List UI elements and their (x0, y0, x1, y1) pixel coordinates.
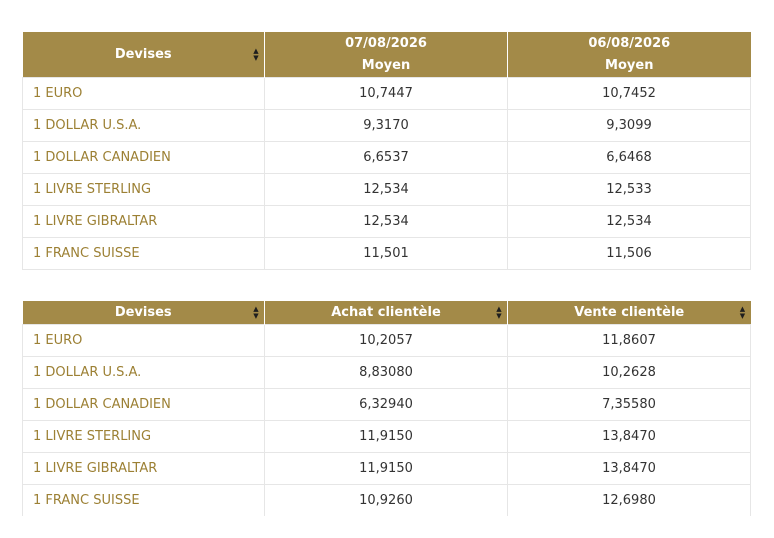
achat-value: 10,2057 (264, 324, 508, 357)
devises-header[interactable]: Devises ▲ ▼ (22, 32, 265, 78)
achat-value: 6,32940 (264, 388, 508, 421)
currency-name: 1 DOLLAR U.S.A. (22, 356, 265, 389)
rate-value: 12,534 (264, 173, 508, 206)
currency-name: 1 DOLLAR U.S.A. (22, 109, 265, 142)
date-2-header: 06/08/2026 Moyen (507, 32, 751, 78)
rate-value: 12,534 (507, 205, 751, 238)
table-row: 1 DOLLAR U.S.A. 9,3170 9,3099 (22, 109, 751, 142)
currency-name: 1 EURO (22, 324, 265, 357)
client-rates-table: Devises ▲ ▼ Achat clientèle ▲ ▼ Vente clie… (22, 301, 751, 516)
achat-header[interactable]: Achat clientèle ▲ ▼ (264, 301, 508, 325)
table-row: 1 FRANC SUISSE 11,501 11,506 (22, 237, 751, 270)
rate-value: 6,6537 (264, 141, 508, 174)
rate-value: 9,3170 (264, 109, 508, 142)
table-row: 1 DOLLAR U.S.A. 8,83080 10,2628 (22, 356, 751, 389)
table-row: 1 LIVRE STERLING 11,9150 13,8470 (22, 420, 751, 453)
rate-value: 12,533 (507, 173, 751, 206)
vente-value: 10,2628 (507, 356, 751, 389)
currency-name: 1 FRANC SUISSE (22, 237, 265, 270)
currency-name: 1 LIVRE GIBRALTAR (22, 205, 265, 238)
sort-arrows-icon[interactable]: ▲ ▼ (253, 46, 259, 62)
table-row: 1 LIVRE GIBRALTAR 11,9150 13,8470 (22, 452, 751, 485)
rate-value: 10,7447 (264, 77, 508, 110)
vente-header-label: Vente clientèle (574, 304, 685, 320)
devises-header-label: Devises (114, 46, 172, 62)
table-row: 1 FRANC SUISSE 10,9260 12,6980 (22, 484, 751, 516)
table-row: 1 DOLLAR CANADIEN 6,32940 7,35580 (22, 388, 751, 421)
achat-value: 8,83080 (264, 356, 508, 389)
vente-value: 7,35580 (507, 388, 751, 421)
devises-header[interactable]: Devises ▲ ▼ (22, 301, 265, 325)
vente-value: 12,6980 (507, 484, 751, 516)
currency-name: 1 LIVRE STERLING (22, 173, 265, 206)
currency-name: 1 DOLLAR CANADIEN (22, 388, 265, 421)
currency-name: 1 DOLLAR CANADIEN (22, 141, 265, 174)
rate-value: 9,3099 (507, 109, 751, 142)
currency-name: 1 LIVRE STERLING (22, 420, 265, 453)
sort-arrows-icon[interactable]: ▲ ▼ (496, 304, 502, 320)
date-1-header: 07/08/2026 Moyen (264, 32, 508, 78)
rate-value: 10,7452 (507, 77, 751, 110)
achat-header-label: Achat clientèle (331, 304, 441, 320)
sort-arrows-icon[interactable]: ▲ ▼ (253, 304, 259, 320)
vente-header[interactable]: Vente clientèle ▲ ▼ (507, 301, 751, 325)
rate-value: 12,534 (264, 205, 508, 238)
devises-header-label: Devises (114, 304, 172, 320)
achat-value: 11,9150 (264, 420, 508, 453)
vente-value: 13,8470 (507, 420, 751, 453)
date-1-label: 07/08/2026 (345, 35, 427, 51)
rate-value: 11,506 (507, 237, 751, 270)
table-row: 1 DOLLAR CANADIEN 6,6537 6,6468 (22, 141, 751, 174)
table-row: 1 LIVRE GIBRALTAR 12,534 12,534 (22, 205, 751, 238)
currency-name: 1 FRANC SUISSE (22, 484, 265, 516)
date-2-sublabel: Moyen (605, 57, 654, 73)
daily-rates-table: Devises ▲ ▼ 07/08/2026 Moyen 06/08/2026 M… (22, 32, 751, 270)
table-header-row: Devises ▲ ▼ Achat clientèle ▲ ▼ Vente clie… (22, 301, 751, 325)
date-2-label: 06/08/2026 (588, 35, 671, 51)
vente-value: 13,8470 (507, 452, 751, 485)
table-header-row: Devises ▲ ▼ 07/08/2026 Moyen 06/08/2026 M… (22, 32, 751, 78)
currency-name: 1 LIVRE GIBRALTAR (22, 452, 265, 485)
sort-arrows-icon[interactable]: ▲ ▼ (739, 304, 746, 320)
currency-name: 1 EURO (22, 77, 265, 110)
rate-value: 6,6468 (507, 141, 751, 174)
table-row: 1 LIVRE STERLING 12,534 12,533 (22, 173, 751, 206)
rate-value: 11,501 (264, 237, 508, 270)
achat-value: 11,9150 (264, 452, 508, 485)
achat-value: 10,9260 (264, 484, 508, 516)
date-1-sublabel: Moyen (361, 57, 411, 73)
vente-value: 11,8607 (507, 324, 751, 357)
table-row: 1 EURO 10,7447 10,7452 (22, 77, 751, 110)
table-row: 1 EURO 10,2057 11,8607 (22, 324, 751, 357)
